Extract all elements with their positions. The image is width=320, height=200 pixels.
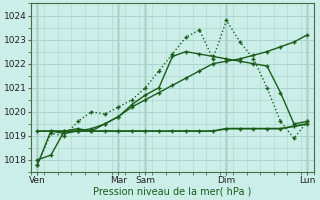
X-axis label: Pression niveau de la mer( hPa ): Pression niveau de la mer( hPa ) (93, 187, 252, 197)
